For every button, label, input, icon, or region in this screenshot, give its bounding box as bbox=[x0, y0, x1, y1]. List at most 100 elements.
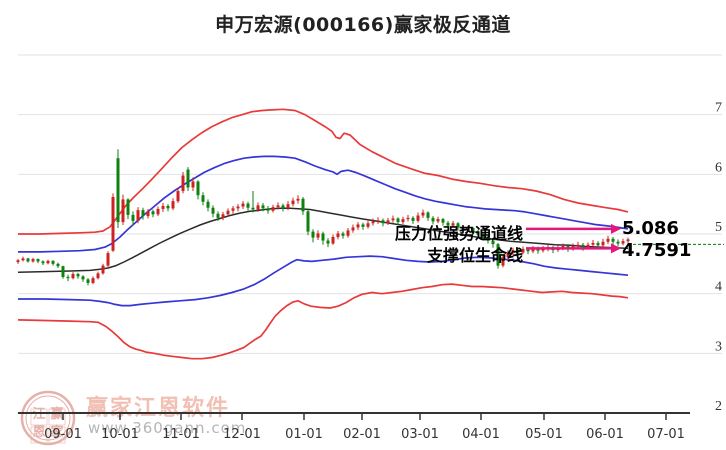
candle-up bbox=[501, 257, 505, 266]
candle-up bbox=[346, 230, 350, 236]
candle-up bbox=[606, 238, 610, 242]
arrow-head-icon bbox=[611, 243, 621, 254]
svg-text:家: 家 bbox=[50, 424, 64, 440]
candle-up bbox=[451, 223, 455, 226]
candle-up bbox=[241, 203, 245, 207]
candle-up bbox=[466, 228, 470, 230]
candle-down bbox=[86, 279, 90, 283]
candle-down bbox=[326, 240, 330, 244]
channel-line-lifeline_black bbox=[17, 207, 629, 273]
candle-down bbox=[126, 199, 130, 215]
candle-down bbox=[306, 211, 310, 232]
candle-up bbox=[406, 217, 410, 220]
candle-up bbox=[511, 250, 515, 253]
candle-down bbox=[166, 205, 170, 209]
candle-up bbox=[586, 244, 590, 248]
pressure-line-value: 5.086 bbox=[622, 218, 679, 239]
candle-up bbox=[96, 273, 100, 279]
candle-down bbox=[211, 207, 215, 214]
candle-up bbox=[331, 236, 335, 244]
candle-down bbox=[66, 276, 70, 279]
candle-up bbox=[626, 239, 630, 242]
candle-up bbox=[31, 259, 35, 262]
candle-down bbox=[61, 266, 65, 277]
pressure-line-label: 压力位强势通道线 bbox=[394, 224, 523, 243]
candle-down bbox=[426, 212, 430, 218]
candle-up bbox=[101, 265, 105, 274]
candle-up bbox=[46, 260, 50, 264]
y-axis-tick-label: 5 bbox=[715, 220, 722, 235]
channel-line-lower_blue bbox=[18, 255, 629, 307]
y-axis-tick-label: 7 bbox=[715, 101, 722, 116]
candle-down bbox=[301, 198, 305, 212]
candle-up bbox=[21, 258, 25, 261]
support-line-value: 4.7591 bbox=[622, 240, 692, 261]
y-axis-tick-label: 4 bbox=[715, 280, 722, 295]
candle-down bbox=[41, 261, 45, 264]
candle-down bbox=[491, 240, 495, 245]
candle-down bbox=[81, 276, 85, 280]
candle-down bbox=[131, 214, 135, 221]
candle-down bbox=[186, 169, 190, 188]
candle-up bbox=[221, 214, 225, 218]
support-line-label: 支撑位生命线 bbox=[426, 246, 523, 265]
x-axis-tick-label: 09-01 bbox=[44, 427, 82, 442]
candle-up bbox=[391, 218, 395, 221]
candle-up bbox=[376, 220, 380, 222]
candle-up bbox=[591, 242, 595, 245]
candle-down bbox=[196, 181, 200, 196]
x-axis-tick-label: 10-01 bbox=[101, 427, 139, 442]
candle-down bbox=[56, 263, 60, 267]
candle-up bbox=[561, 245, 565, 248]
candle-up bbox=[421, 212, 425, 216]
candle-up bbox=[336, 233, 340, 237]
candle-down bbox=[201, 195, 205, 202]
candle-up bbox=[231, 208, 235, 211]
candle-down bbox=[476, 231, 480, 235]
channel-line-lower_red bbox=[17, 283, 629, 360]
candle-down bbox=[456, 223, 460, 228]
candle-up bbox=[236, 206, 240, 209]
candle-up bbox=[111, 197, 115, 251]
candle-down bbox=[441, 219, 445, 223]
x-axis-tick-label: 12-01 bbox=[223, 427, 261, 442]
candle-up bbox=[416, 215, 420, 221]
candle-up bbox=[521, 248, 525, 253]
watermark-url-text: www.360gann.com bbox=[88, 419, 247, 437]
candle-down bbox=[381, 220, 385, 224]
y-axis-tick-label: 2 bbox=[715, 399, 722, 414]
candle-up bbox=[106, 253, 110, 266]
candle-up bbox=[531, 248, 535, 252]
candle-up bbox=[16, 260, 20, 263]
x-axis-tick-label: 01-01 bbox=[285, 427, 323, 442]
watermark-brand-text: 赢家江恩软件 bbox=[86, 396, 231, 421]
candle-down bbox=[516, 250, 520, 253]
y-axis-tick-label: 3 bbox=[715, 339, 722, 354]
candle-up bbox=[256, 205, 260, 210]
candle-down bbox=[311, 231, 315, 238]
candle-up bbox=[91, 278, 95, 283]
x-axis-tick-label: 03-01 bbox=[401, 427, 439, 442]
candle-down bbox=[471, 228, 475, 232]
x-axis-tick-label: 06-01 bbox=[586, 427, 624, 442]
channel-line-upper_red bbox=[18, 108, 629, 235]
candle-down bbox=[141, 210, 145, 217]
candle-up bbox=[386, 220, 390, 224]
candle-down bbox=[36, 259, 40, 262]
candle-down bbox=[151, 211, 155, 215]
candle-up bbox=[191, 181, 195, 188]
candle-down bbox=[496, 244, 500, 266]
candle-up bbox=[136, 210, 140, 221]
candle-up bbox=[226, 210, 230, 215]
candle-up bbox=[371, 221, 375, 224]
candle-up bbox=[271, 207, 275, 211]
candle-up bbox=[286, 204, 290, 209]
candle-down bbox=[411, 217, 415, 221]
candle-up bbox=[296, 198, 300, 201]
candle-down bbox=[611, 238, 615, 242]
candle-down bbox=[246, 203, 250, 208]
arrow-head-icon bbox=[611, 223, 621, 234]
candle-up bbox=[401, 219, 405, 223]
candle-down bbox=[216, 213, 220, 218]
